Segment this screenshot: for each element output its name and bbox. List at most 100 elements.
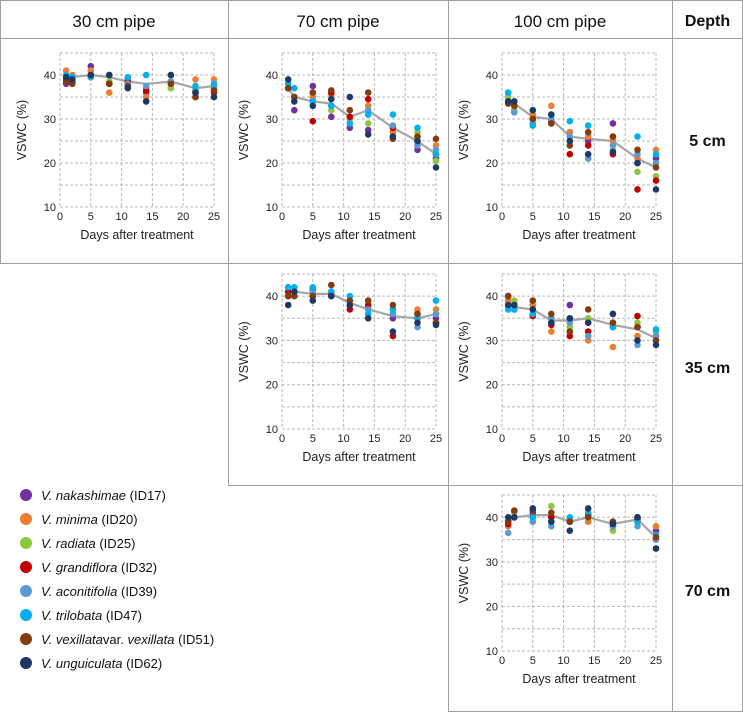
data-point-ID62 — [504, 301, 512, 309]
data-point-ID51 — [309, 89, 317, 96]
x-tick-label: 20 — [619, 211, 631, 223]
chart-panel-5: 10 20 30 40 0 5 10 15 20 25 Days after treatment VS… — [457, 273, 662, 464]
y-tick-label: 30 — [486, 557, 498, 569]
data-point-ID62 — [584, 319, 592, 327]
x-tick-label: 25 — [650, 655, 662, 667]
chart-panel-6: 10 20 30 40 0 5 10 15 20 25 Days after treatment VS… — [457, 494, 662, 686]
data-point-ID47 — [291, 84, 298, 92]
y-tick-label: 30 — [486, 114, 498, 126]
data-point-ID25 — [364, 120, 372, 127]
data-point-ID51 — [584, 514, 592, 521]
data-point-ID62 — [62, 73, 70, 81]
data-point-ID62 — [414, 319, 421, 327]
x-tick-label: 20 — [619, 655, 631, 667]
legend-species: V. vexillata — [41, 631, 103, 647]
data-point-ID62 — [309, 297, 317, 304]
x-tick-label: 15 — [588, 655, 600, 667]
data-point-ID47 — [192, 82, 199, 90]
data-point-ID62 — [566, 315, 574, 322]
data-point-ID62 — [609, 148, 617, 156]
data-point-ID47 — [328, 102, 335, 110]
x-tick-label: 15 — [588, 211, 600, 223]
data-point-ID62 — [529, 306, 537, 313]
data-point-ID47 — [652, 150, 660, 158]
data-point-ID51 — [432, 135, 440, 143]
legend-species: V. trilobata — [41, 607, 103, 623]
data-point-ID47 — [432, 297, 440, 304]
x-axis-label: Days after treatment — [302, 450, 416, 464]
x-axis-label: Days after treatment — [302, 228, 416, 242]
x-axis-label: Days after treatment — [522, 228, 636, 242]
data-point-ID62 — [106, 71, 113, 79]
x-axis-label: Days after treatment — [80, 228, 194, 242]
x-tick-label: 0 — [499, 655, 505, 667]
data-point-ID32 — [309, 117, 317, 125]
data-point-ID62 — [652, 341, 660, 349]
data-point-ID62 — [291, 288, 298, 296]
legend-species: V. radiata — [41, 535, 96, 551]
x-tick-label: 25 — [208, 211, 220, 223]
legend-dot — [20, 537, 32, 549]
legend-dot — [20, 513, 32, 525]
data-point-ID51 — [328, 87, 335, 94]
data-point-ID51 — [346, 106, 354, 114]
data-point-ID62 — [69, 76, 76, 83]
data-point-ID17 — [566, 301, 574, 309]
data-point-ID39 — [432, 310, 440, 318]
x-tick-label: 20 — [399, 211, 411, 223]
data-point-ID62 — [364, 131, 372, 138]
data-point-ID62 — [634, 514, 641, 521]
x-tick-label: 10 — [557, 433, 569, 445]
data-point-ID39 — [584, 332, 592, 340]
y-tick-label: 10 — [266, 202, 278, 214]
x-tick-label: 0 — [279, 211, 285, 223]
legend-species: V. nakashimae — [41, 487, 127, 503]
data-point-ID47 — [414, 124, 421, 132]
header-depth: Depth — [684, 13, 731, 30]
x-tick-label: 5 — [88, 211, 94, 223]
data-point-ID17 — [328, 113, 335, 121]
data-point-ID62 — [124, 84, 132, 92]
data-point-ID51 — [389, 301, 397, 309]
data-point-ID62 — [346, 301, 354, 309]
x-tick-label: 0 — [279, 433, 285, 445]
y-axis-label: VSWC (%) — [237, 100, 251, 160]
data-point-ID51 — [167, 80, 175, 88]
data-point-ID62 — [142, 98, 150, 105]
legend-dot — [20, 561, 32, 573]
data-point-ID51 — [548, 509, 555, 517]
legend-species: V. aconitifolia — [41, 583, 118, 599]
data-point-ID51 — [328, 281, 335, 289]
x-axis-label: Days after treatment — [522, 672, 636, 686]
data-point-ID62 — [284, 76, 292, 83]
y-axis-label: VSWC (%) — [457, 100, 471, 160]
data-point-ID51 — [652, 534, 660, 541]
data-point-ID51 — [210, 87, 218, 94]
data-point-ID62 — [328, 95, 335, 103]
data-point-ID51 — [284, 84, 292, 92]
legend-species: V. minima — [41, 511, 98, 527]
y-tick-label: 30 — [266, 335, 278, 347]
y-axis-label: VSWC (%) — [457, 321, 471, 381]
x-tick-label: 20 — [619, 433, 631, 445]
data-point-ID25 — [634, 168, 641, 176]
data-point-ID62 — [609, 310, 617, 318]
data-point-ID47 — [529, 122, 537, 129]
x-tick-label: 10 — [557, 211, 569, 223]
data-point-ID62 — [584, 150, 592, 158]
x-tick-label: 5 — [310, 211, 316, 223]
x-tick-label: 20 — [177, 211, 189, 223]
data-point-ID51 — [609, 319, 617, 327]
data-point-ID62 — [652, 545, 660, 552]
data-point-ID51 — [584, 128, 592, 136]
data-point-ID39 — [511, 109, 518, 116]
legend-item: V. grandiflora (ID32) — [18, 555, 214, 579]
y-tick-label: 20 — [266, 380, 278, 392]
data-point-ID62 — [309, 102, 317, 110]
data-point-ID25 — [548, 502, 555, 510]
data-point-ID62 — [192, 89, 199, 96]
x-axis-label: Days after treatment — [522, 450, 636, 464]
data-point-ID20 — [652, 522, 660, 530]
legend-dot — [20, 609, 32, 621]
